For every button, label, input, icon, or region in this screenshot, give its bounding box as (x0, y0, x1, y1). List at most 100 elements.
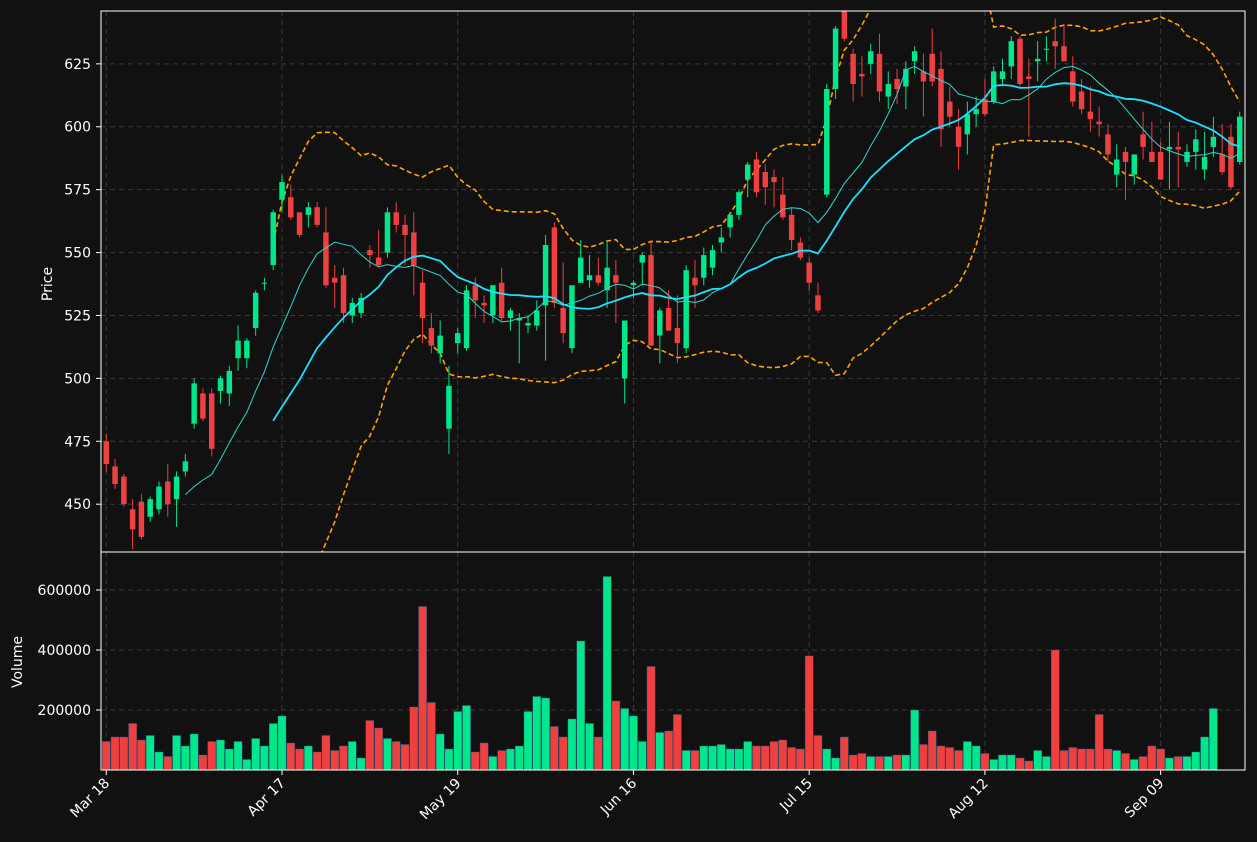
price-tick-label: 450 (64, 497, 91, 513)
volume-bar (901, 754, 911, 771)
volume-tick-label: 600000 (38, 583, 91, 599)
lower-band-line (321, 139, 1241, 552)
candle-body (235, 340, 241, 359)
price-tick-label: 525 (64, 308, 91, 324)
price-grid (101, 11, 1245, 552)
candle-body (1131, 154, 1138, 175)
volume-bar (804, 655, 814, 771)
volume-bar (655, 732, 665, 771)
candle-body (534, 310, 540, 326)
volume-bar (1086, 748, 1095, 771)
candle-body (182, 461, 189, 472)
volume-bar (664, 730, 673, 771)
volume-bar (471, 751, 480, 771)
candle-body (1210, 136, 1217, 147)
volume-bar (216, 739, 225, 771)
candle-body (402, 224, 408, 235)
volume-bar (1007, 754, 1016, 771)
candle-body (428, 328, 435, 346)
candle-body (173, 476, 180, 500)
candle-body (815, 295, 821, 311)
volume-bar (998, 754, 1007, 771)
candle-body (244, 340, 250, 359)
x-tick-label: Apr 17 (245, 776, 289, 820)
volume-bar (558, 736, 568, 771)
volume-bar (409, 706, 419, 771)
volume-bar (1024, 760, 1034, 771)
volume-bar (444, 748, 454, 771)
candle-body (121, 476, 127, 505)
volume-bar (936, 745, 946, 771)
volume-bar (1094, 714, 1104, 771)
candle-body (806, 262, 812, 283)
candle-body (323, 232, 329, 286)
volume-bar (154, 751, 164, 771)
volume-bar (1173, 756, 1183, 771)
candle-body (103, 441, 109, 464)
volume-bar (1156, 748, 1165, 771)
volume-bar (1112, 750, 1121, 771)
volume-bar (435, 733, 445, 771)
candle-body (1087, 111, 1094, 120)
volume-bar (1015, 757, 1025, 771)
candle-body (955, 126, 962, 147)
candle-body (973, 109, 979, 115)
axes: 450 475 500 525 550 575 600 625 200000 400000 6000… (38, 57, 1168, 823)
x-tick-label: May 19 (417, 776, 465, 824)
candle-body (569, 285, 575, 349)
candle-body (859, 73, 865, 77)
candle-body (1105, 134, 1111, 155)
volume-bar (1050, 649, 1060, 771)
candle-body (455, 333, 461, 344)
volume-bar (646, 666, 656, 771)
candle-body (692, 277, 698, 286)
candle-body (736, 192, 742, 215)
volume-bar (699, 745, 708, 771)
candle-body (1140, 134, 1146, 147)
volume-bar (708, 745, 717, 771)
volume-bar (356, 757, 366, 771)
candle-body (1237, 116, 1243, 162)
volume-bar (242, 759, 252, 771)
volume-bar (620, 708, 629, 771)
candle-body (490, 285, 496, 316)
volume-bar (594, 736, 603, 771)
candle-body (112, 466, 118, 485)
candle-body (674, 328, 681, 344)
price-tick-label: 475 (64, 434, 91, 450)
volume-bar (1068, 747, 1078, 771)
candle-body (876, 53, 883, 92)
volume-bar (348, 741, 357, 771)
candle-body (375, 257, 382, 266)
volume-bar (567, 718, 577, 771)
volume-bar (787, 747, 796, 771)
volume-bar (1200, 736, 1209, 771)
candle-body (709, 250, 716, 268)
volume-bar (857, 753, 867, 771)
volume-bar (1130, 759, 1139, 771)
volume-bar (848, 754, 858, 771)
candle-body (551, 227, 558, 303)
volume-bar (453, 711, 462, 771)
candle-body (824, 89, 830, 195)
candle-body (780, 194, 786, 218)
candle-body (753, 159, 760, 193)
candle-body (525, 323, 531, 326)
volume-bar (796, 748, 805, 771)
volume-bar (1182, 756, 1192, 771)
volume-bar (989, 759, 998, 771)
volume-bar (172, 735, 181, 771)
volume-bar (286, 742, 296, 771)
candle-body (1175, 146, 1181, 150)
candle-body (1113, 159, 1120, 175)
candle-body (639, 255, 645, 263)
volume-bar (831, 757, 840, 771)
volume-bar (225, 748, 234, 771)
candle-body (191, 383, 197, 424)
volume-bar (532, 696, 542, 771)
candle-body (1122, 151, 1129, 162)
volume-bar (585, 723, 594, 771)
x-tick-label: Mar 18 (67, 776, 113, 822)
candle-body (1228, 136, 1234, 188)
volume-bar (734, 748, 744, 771)
